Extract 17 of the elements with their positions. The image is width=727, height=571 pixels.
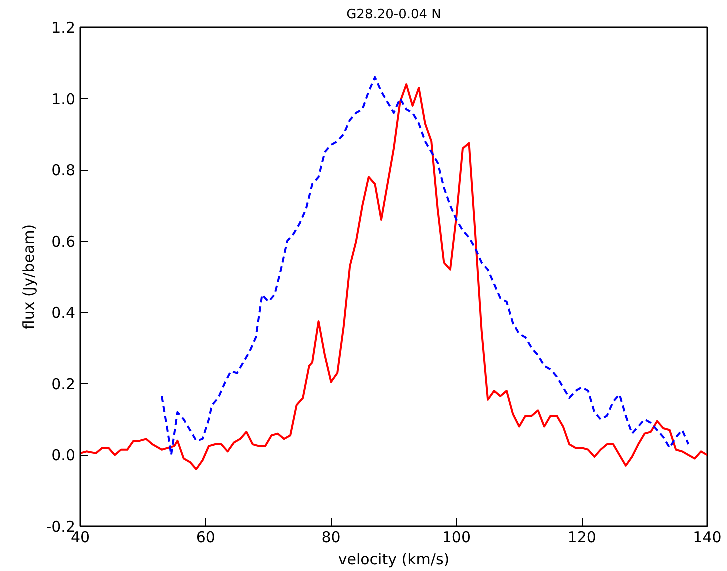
y-tick-label: 0.8 xyxy=(52,162,76,180)
line-series xyxy=(161,76,690,456)
x-tick-label: 120 xyxy=(568,528,596,546)
y-tick-label: 0.4 xyxy=(52,304,76,322)
x-tick-label: 80 xyxy=(322,528,341,546)
x-tick-label: 140 xyxy=(693,528,722,546)
line-series xyxy=(80,84,708,470)
y-tick-label: 1.2 xyxy=(52,19,76,37)
x-tick-label: 60 xyxy=(196,528,216,546)
y-axis-title: flux (Jy/beam) xyxy=(20,224,38,330)
y-tick-label: 0.0 xyxy=(52,446,76,465)
y-tick-label: 0.6 xyxy=(52,232,76,251)
chart-title: G28.20-0.04 N xyxy=(346,8,442,22)
x-axis-title: velocity (km/s) xyxy=(338,550,450,568)
x-tick-label: 100 xyxy=(442,528,472,546)
y-tick-label: 1.0 xyxy=(52,90,76,108)
y-tick-label: 0.2 xyxy=(52,375,76,394)
